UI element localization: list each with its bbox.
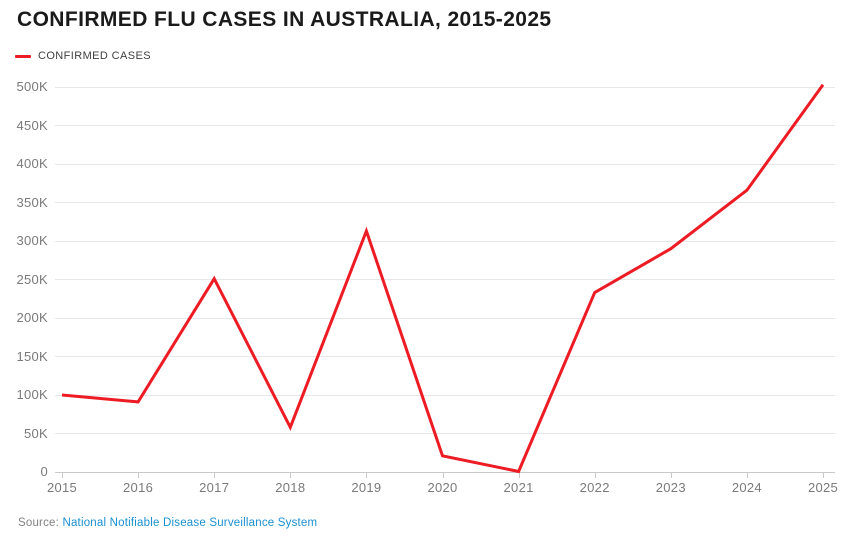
x-axis-tick-label: 2017 — [199, 480, 230, 495]
x-axis-tick-mark — [746, 472, 748, 478]
source-line: Source: National Notifiable Disease Surv… — [18, 517, 317, 529]
gridline — [55, 163, 835, 165]
chart-title: CONFIRMED FLU CASES IN AUSTRALIA, 2015-2… — [17, 8, 552, 31]
gridline — [55, 125, 835, 126]
plot-area: 0 50K 100K 150K 200K 250K 300K 350K 400K 450K 500K… — [16, 80, 837, 495]
x-axis-tick-mark — [518, 472, 520, 478]
x-axis-tick-label: 2023 — [655, 480, 686, 495]
x-axis-tick-mark — [214, 472, 216, 478]
y-axis-tick-label: 450K — [16, 117, 48, 133]
x-axis-tick-mark — [290, 472, 292, 478]
gridline — [55, 433, 835, 434]
y-axis-tick-label: 250K — [16, 271, 48, 287]
y-axis-tick-label: 200K — [16, 310, 48, 325]
x-axis-tick-label: 2022 — [579, 480, 610, 495]
x-axis-tick-label: 2018 — [275, 480, 306, 495]
y-axis-tick-label: 100K — [16, 387, 48, 402]
y-axis-tick-label: 350K — [16, 194, 48, 210]
y-axis-tick-label: 0 — [40, 464, 48, 479]
source-prefix-label: Source: — [18, 517, 60, 529]
x-axis-tick-mark — [366, 472, 368, 478]
x-axis-tick-label: 2025 — [807, 480, 839, 495]
source-link[interactable]: National Notifiable Disease Surveillance… — [62, 517, 318, 529]
gridline — [55, 356, 835, 357]
x-axis-tick-mark — [594, 472, 596, 478]
gridline — [55, 86, 835, 88]
x-axis-tick-label: 2021 — [503, 480, 534, 495]
x-axis-tick-mark — [138, 472, 140, 478]
x-axis-tick-mark — [442, 472, 444, 478]
x-axis-tick-label: 2015 — [46, 480, 78, 495]
gridline — [55, 240, 835, 242]
x-axis-tick-label: 2024 — [731, 480, 762, 495]
x-axis-tick-mark — [823, 472, 824, 478]
gridline — [55, 317, 835, 319]
y-axis-tick-label: 400K — [16, 156, 48, 171]
gridline — [55, 202, 835, 203]
x-axis-tick-mark — [670, 472, 672, 478]
y-axis-tick-label: 500K — [16, 79, 48, 94]
x-axis-tick-mark — [62, 472, 63, 478]
gridline — [55, 279, 835, 280]
gridline — [55, 394, 835, 396]
y-axis-tick-label: 150K — [16, 348, 48, 364]
x-axis-tick-label: 2019 — [351, 480, 382, 495]
y-axis-tick-label: 300K — [16, 233, 48, 248]
x-axis-tick-label: 2016 — [123, 480, 154, 495]
x-axis-tick-label: 2020 — [427, 480, 458, 495]
line-series-canvas — [61, 83, 825, 474]
legend-line-swatch — [15, 54, 31, 58]
y-axis-tick-label: 50K — [23, 425, 48, 441]
confirmed-cases-line — [61, 83, 825, 474]
x-axis-line — [55, 471, 835, 473]
legend-item-confirmed-cases[interactable]: CONFIRMED CASES — [15, 50, 151, 62]
legend-label: CONFIRMED CASES — [38, 50, 151, 62]
